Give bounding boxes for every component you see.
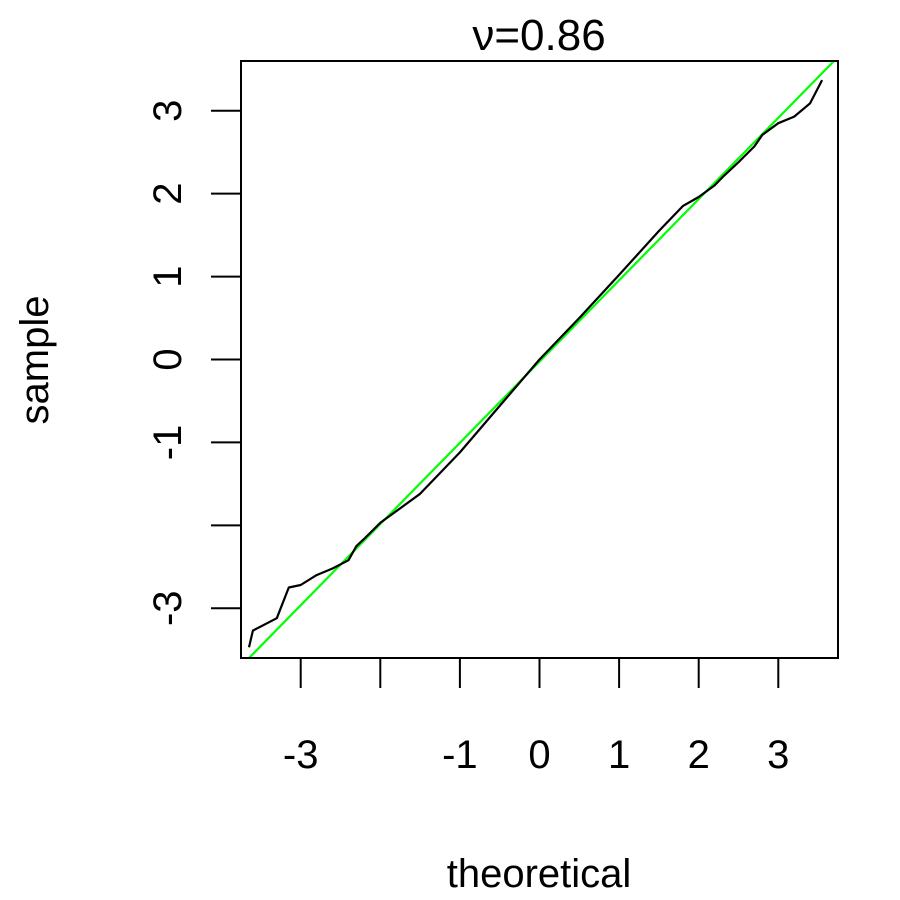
x-tick-label: -1 xyxy=(442,733,478,777)
y-tick-label: 3 xyxy=(146,100,190,122)
axes-layer: -3 -1 0 1 2 3 -3 -1 0 1 2 3 xyxy=(146,60,839,777)
chart-title: ν=0.86 xyxy=(472,11,605,60)
y-tick-label: -3 xyxy=(146,590,190,626)
x-tick-label: -3 xyxy=(283,733,319,777)
x-axis-title: theoretical xyxy=(447,852,632,896)
y-axis-title: sample xyxy=(13,296,57,425)
x-tick-label: 2 xyxy=(688,733,710,777)
sample-quantile-line xyxy=(247,79,824,648)
plot-layer xyxy=(247,61,836,658)
y-tick-label: 2 xyxy=(146,183,190,205)
y-tick-label: 0 xyxy=(146,348,190,370)
reference-line xyxy=(247,61,836,658)
x-tick-label: 3 xyxy=(767,733,789,777)
y-tick-label: 1 xyxy=(146,265,190,287)
y-tick-label: -1 xyxy=(146,425,190,461)
x-tick-label: 1 xyxy=(608,733,630,777)
x-tick-label: 0 xyxy=(528,733,550,777)
